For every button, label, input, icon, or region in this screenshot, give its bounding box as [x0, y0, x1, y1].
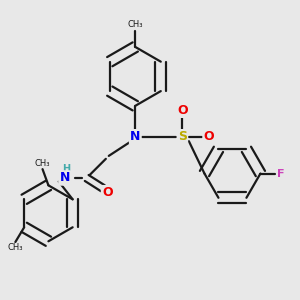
Text: H: H: [62, 164, 70, 173]
Text: CH₃: CH₃: [35, 159, 50, 168]
Text: CH₃: CH₃: [8, 244, 23, 253]
Text: N: N: [130, 130, 140, 143]
Text: O: O: [204, 130, 214, 143]
Text: N: N: [59, 172, 70, 184]
Text: O: O: [177, 104, 188, 117]
Text: S: S: [178, 130, 187, 143]
Text: O: O: [102, 186, 112, 199]
Text: F: F: [277, 169, 284, 178]
Text: CH₃: CH₃: [128, 20, 143, 29]
